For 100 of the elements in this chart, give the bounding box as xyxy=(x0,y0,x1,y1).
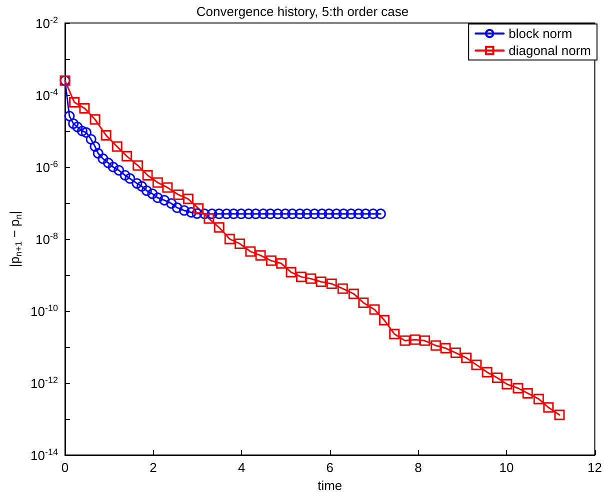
point xyxy=(337,283,348,294)
y-tick-label: 10$^{-4}$ xyxy=(36,87,58,103)
point xyxy=(265,208,276,220)
y-tick-label: 10$^{-12}$ xyxy=(30,375,58,391)
point xyxy=(159,194,170,206)
point xyxy=(68,118,79,129)
point xyxy=(276,258,287,269)
point xyxy=(90,141,100,152)
point xyxy=(173,189,184,200)
point xyxy=(420,335,430,346)
point xyxy=(234,238,246,249)
point xyxy=(132,160,144,171)
point xyxy=(522,388,533,398)
point xyxy=(206,208,218,220)
point xyxy=(245,246,256,257)
y-tick-label: 10$^{-2}$ xyxy=(36,15,58,31)
point xyxy=(228,208,239,220)
point xyxy=(440,342,451,354)
point xyxy=(64,110,75,122)
point xyxy=(326,278,337,290)
chart-title: Convergence history, 5:th order case xyxy=(196,4,409,19)
point xyxy=(214,208,224,220)
x-tick-label: 4 xyxy=(238,460,246,475)
point xyxy=(162,182,173,193)
point xyxy=(358,297,369,308)
point xyxy=(141,185,152,196)
point xyxy=(72,122,83,132)
point xyxy=(346,208,356,220)
point xyxy=(79,102,90,114)
point xyxy=(69,96,80,108)
point xyxy=(250,208,261,220)
y-tick-label: 10$^{-14}$ xyxy=(30,447,58,463)
x-tick-label: 0 xyxy=(61,460,69,475)
point xyxy=(450,348,461,358)
point xyxy=(136,181,148,192)
y-axis-title: |pn+1 − pn| xyxy=(7,210,24,268)
point xyxy=(98,153,108,164)
point xyxy=(124,173,136,184)
point xyxy=(471,360,482,370)
point xyxy=(236,208,246,220)
point xyxy=(214,222,224,233)
point xyxy=(182,194,194,204)
point xyxy=(348,288,359,300)
point xyxy=(492,372,502,383)
point xyxy=(306,273,316,284)
point xyxy=(324,208,334,220)
legend-label: diagonal norm xyxy=(508,43,592,58)
point xyxy=(309,208,320,220)
point xyxy=(204,213,214,224)
point xyxy=(389,328,400,340)
point xyxy=(132,178,142,189)
x-tick-label: 2 xyxy=(150,460,157,475)
x-tick-label: 12 xyxy=(588,460,602,475)
y-tick-label: 10$^{-10}$ xyxy=(30,303,58,319)
x-tick-label: 10 xyxy=(499,460,514,475)
point xyxy=(410,334,420,345)
y-tick-label: 10$^{-8}$ xyxy=(36,231,58,247)
point xyxy=(461,352,472,364)
point xyxy=(112,141,122,152)
point xyxy=(430,340,442,351)
point xyxy=(287,208,298,220)
point xyxy=(400,335,410,346)
point xyxy=(316,208,328,220)
point xyxy=(221,208,232,220)
point xyxy=(266,255,276,266)
point xyxy=(272,208,284,220)
x-tick-label: 6 xyxy=(326,460,334,475)
point xyxy=(152,192,163,203)
point xyxy=(103,158,114,168)
point xyxy=(258,208,268,220)
point xyxy=(199,208,210,220)
point xyxy=(122,150,132,162)
point xyxy=(90,114,100,125)
x-axis-title: time xyxy=(318,478,342,493)
point xyxy=(166,198,177,209)
point xyxy=(76,126,88,136)
point xyxy=(316,276,326,287)
point xyxy=(286,266,296,278)
point xyxy=(296,272,306,282)
point xyxy=(294,208,306,220)
point xyxy=(512,382,524,394)
point xyxy=(80,127,92,138)
point xyxy=(100,130,112,141)
point xyxy=(108,162,118,172)
point xyxy=(375,208,386,220)
point xyxy=(543,402,554,413)
point xyxy=(533,394,544,404)
point xyxy=(192,208,202,219)
point xyxy=(92,148,104,159)
point xyxy=(147,188,158,200)
point xyxy=(120,170,130,180)
point xyxy=(302,208,312,220)
point xyxy=(186,207,197,218)
point xyxy=(369,304,380,315)
point xyxy=(142,170,153,180)
point xyxy=(338,208,349,220)
point xyxy=(243,208,254,220)
point xyxy=(378,314,390,326)
y-tick-label: 10$^{-6}$ xyxy=(36,159,58,175)
point xyxy=(280,208,291,220)
